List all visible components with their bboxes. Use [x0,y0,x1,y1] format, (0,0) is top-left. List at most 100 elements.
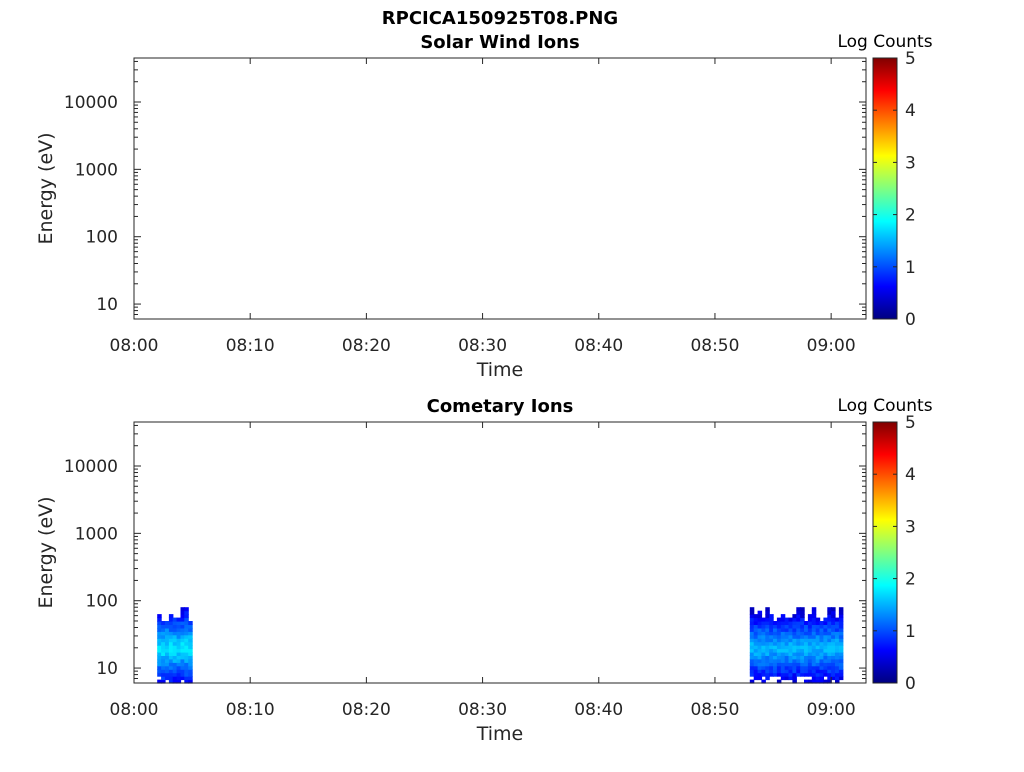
spectrogram-cell [168,655,174,660]
spectrogram-cell [780,621,786,625]
spectrogram-cell [800,672,805,677]
spectrogram-cell [835,645,840,650]
spectrogram-cell [815,617,821,622]
spectrogram-cell [811,624,817,629]
spectrogram-cell [819,672,824,677]
spectrogram-cell [761,621,766,625]
spectrogram-cell [765,634,770,639]
spectrogram-cell [180,634,185,639]
spectrogram-cell [168,662,174,667]
spectrogram-cell [161,665,166,670]
spectrogram-cell [749,648,755,653]
spectrogram-cell [807,624,813,629]
spectrogram-cell [811,672,817,677]
spectrogram-cell [749,655,755,660]
spectrogram-cell [776,621,782,625]
spectrogram-cell [780,638,786,643]
spectrogram-cell [819,665,824,670]
spectrogram-cell [749,634,755,639]
spectrogram-cell [792,658,797,663]
spectrogram-cell [761,624,766,629]
spectrogram-cell [184,676,189,681]
spectrogram-cell [161,645,166,650]
spectrogram-cell [180,648,185,653]
spectrogram-cell [823,669,828,674]
spectrogram-cell [800,658,805,663]
spectrogram-cell [800,641,805,646]
spectrogram-cell [815,634,821,639]
spectrogram-cell [827,607,832,612]
spectrogram-cell [180,658,185,663]
spectrogram-cell [180,617,185,622]
spectrogram-cell [788,665,793,670]
spectrogram-cell [161,638,166,643]
spectrogram-cell [835,669,840,674]
spectrogram-cell [188,676,193,681]
spectrogram-cell [780,631,786,636]
colorbar-label: Log Counts [837,396,932,416]
spectrogram-cell [838,627,844,632]
spectrogram-cell [761,655,766,660]
spectrogram-cell [176,669,182,674]
spectrogram-cell [165,662,170,667]
spectrogram-cell [796,652,801,656]
spectrogram-cell [176,648,182,653]
spectrogram-cell [168,641,174,646]
spectrogram-cell [176,617,182,622]
spectrogram-cell [757,641,763,646]
spectrogram-cell [188,631,193,636]
spectrogram-cell [831,631,836,636]
spectrogram-cell [838,614,844,619]
spectrogram-cell [811,652,817,656]
spectrogram-cell [172,638,178,643]
spectrogram-cell [804,645,809,650]
spectrogram-cell [800,645,805,650]
spectrogram-cell [796,627,801,632]
spectrogram-cell [792,627,797,632]
spectrogram-cell [792,655,797,660]
spectrogram-cell [831,672,836,677]
spectrogram-cell [180,665,185,670]
spectrogram-cell [815,679,821,684]
spectrogram-cell [804,669,809,674]
spectrogram-cell [776,672,782,677]
spectrogram-cell [807,652,813,656]
spectrogram-cell [780,665,786,670]
spectrogram-cell [749,652,755,656]
spectrogram-cell [780,676,786,681]
spectrogram-cell [838,641,844,646]
spectrogram-cell [749,658,755,663]
spectrogram-cell [757,672,763,677]
spectrogram-cell [800,652,805,656]
spectrogram-cell [800,648,805,653]
spectrogram-cell [776,679,782,684]
spectrogram-cell [838,676,844,681]
spectrogram-cell [807,645,813,650]
spectrogram-cell [800,665,805,670]
spectrogram-cell [765,676,770,681]
spectrogram-cell [765,652,770,656]
spectrogram-cell [769,645,774,650]
spectrogram-cell [761,631,766,636]
spectrogram-cell [184,648,189,653]
spectrogram-cell [773,655,778,660]
spectrogram-cell [827,648,832,653]
spectrogram-cell [815,672,821,677]
x-tick-label: 08:20 [342,336,391,356]
spectrogram-cell [838,672,844,677]
spectrogram-cell [811,648,817,653]
spectrogram-cell [157,645,162,650]
spectrogram-cell [753,676,759,681]
spectrogram-cell [811,627,817,632]
spectrogram-cell [773,672,778,677]
spectrogram-cell [823,679,828,684]
spectrogram-cell [835,631,840,636]
spectrogram-cell [831,676,836,681]
spectrogram-cell [796,658,801,663]
spectrogram-cell [807,679,813,684]
spectrogram-cell [161,621,166,625]
spectrogram-cell [776,624,782,629]
spectrogram-cell [835,679,840,684]
spectrogram-cell [168,614,174,619]
y-tick-label: 100 [86,592,118,612]
